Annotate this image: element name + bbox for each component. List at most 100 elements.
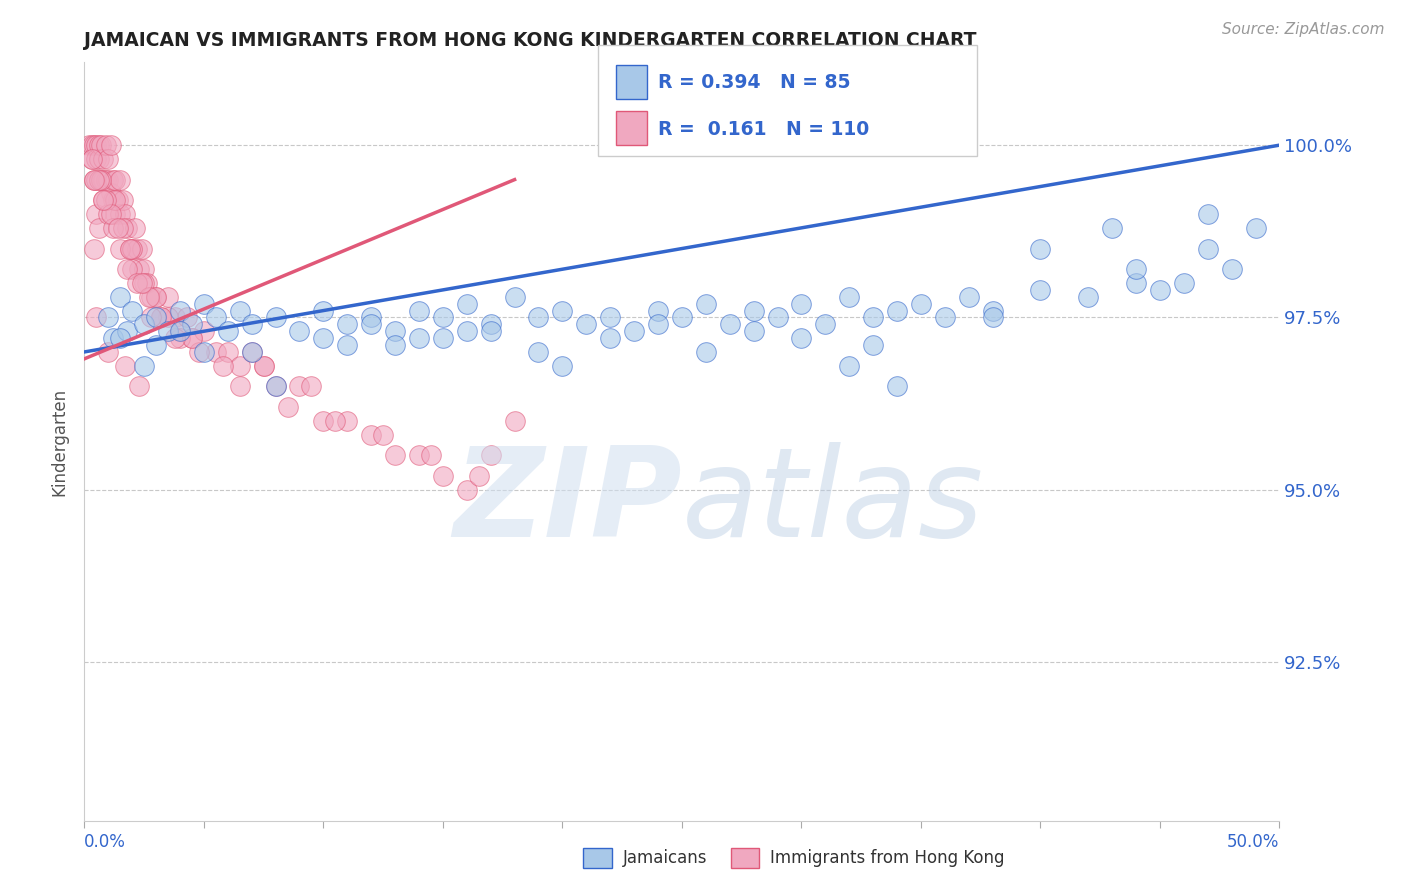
Point (695, 345, 717, 359)
Point (384, 448, 406, 462)
Text: R =  0.161   N = 110: R = 0.161 N = 110 (658, 120, 869, 138)
Point (599, 310, 621, 325)
Point (110, 172, 132, 186)
Point (101, 220, 124, 235)
Point (886, 303, 908, 318)
Point (128, 379, 150, 393)
Point (336, 338, 359, 352)
Point (169, 331, 191, 345)
Point (193, 324, 215, 338)
Point (862, 338, 884, 352)
Point (479, 324, 502, 338)
Point (718, 318, 741, 332)
Point (93, 152, 115, 166)
Point (647, 318, 669, 332)
Point (165, 331, 187, 345)
Point (599, 331, 621, 345)
Point (110, 290, 132, 304)
Point (288, 324, 311, 338)
Point (80, 152, 103, 166)
Point (288, 379, 311, 393)
Point (97, 152, 120, 166)
Point (336, 414, 359, 428)
Point (527, 345, 550, 359)
Point (432, 310, 454, 325)
Point (176, 310, 198, 325)
Point (790, 296, 813, 310)
Point (100, 207, 122, 221)
Point (86, 138, 108, 153)
Point (132, 276, 156, 290)
Point (104, 172, 127, 186)
Point (132, 318, 156, 332)
Point (157, 324, 180, 338)
Point (766, 310, 789, 325)
Point (193, 296, 215, 310)
Point (264, 379, 287, 393)
Y-axis label: Kindergarten: Kindergarten (51, 387, 69, 496)
Point (790, 331, 813, 345)
Point (886, 379, 908, 393)
Text: ZIP: ZIP (453, 442, 682, 563)
Point (1101, 220, 1123, 235)
Point (408, 448, 430, 462)
Point (97, 345, 120, 359)
Point (93, 172, 115, 186)
Point (468, 469, 491, 483)
Point (121, 242, 143, 256)
Point (97, 172, 120, 186)
Point (145, 290, 167, 304)
Point (131, 276, 153, 290)
Point (360, 318, 382, 332)
Point (100, 138, 122, 153)
Point (114, 207, 136, 221)
Point (83, 138, 105, 153)
Point (145, 310, 167, 325)
Point (981, 303, 1004, 318)
Point (373, 427, 395, 442)
Point (80, 138, 103, 153)
Point (479, 318, 502, 332)
Point (551, 359, 574, 373)
Point (503, 290, 526, 304)
Point (981, 310, 1004, 325)
Point (575, 318, 598, 332)
Point (90, 172, 112, 186)
Point (141, 290, 163, 304)
Point (118, 242, 141, 256)
Point (695, 296, 717, 310)
Text: 50.0%: 50.0% (1227, 833, 1279, 851)
Point (141, 310, 163, 325)
Text: Jamaicans: Jamaicans (623, 849, 707, 867)
Point (87, 138, 110, 153)
Point (132, 359, 156, 373)
Point (229, 359, 252, 373)
Point (94, 172, 117, 186)
Point (551, 303, 574, 318)
Point (193, 345, 215, 359)
Point (1125, 262, 1147, 277)
Point (742, 324, 765, 338)
Point (408, 331, 430, 345)
Point (814, 318, 837, 332)
Point (1125, 276, 1147, 290)
Point (77, 138, 100, 153)
Point (432, 469, 454, 483)
Point (742, 303, 765, 318)
Point (188, 345, 211, 359)
Point (240, 318, 263, 332)
Point (205, 310, 228, 325)
Point (934, 310, 956, 325)
Point (647, 303, 669, 318)
Text: Immigrants from Hong Kong: Immigrants from Hong Kong (770, 849, 1005, 867)
Point (107, 194, 129, 208)
Point (145, 290, 167, 304)
Text: Source: ZipAtlas.com: Source: ZipAtlas.com (1222, 22, 1385, 37)
Point (838, 290, 860, 304)
Point (264, 379, 287, 393)
Point (117, 262, 139, 277)
Text: 0.0%: 0.0% (84, 833, 127, 851)
Point (957, 290, 980, 304)
Point (384, 338, 406, 352)
Point (86, 172, 108, 186)
